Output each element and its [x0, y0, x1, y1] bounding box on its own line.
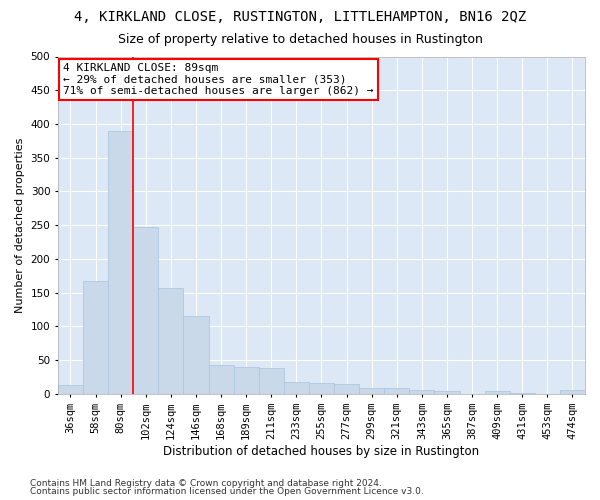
Text: 4, KIRKLAND CLOSE, RUSTINGTON, LITTLEHAMPTON, BN16 2QZ: 4, KIRKLAND CLOSE, RUSTINGTON, LITTLEHAM…	[74, 10, 526, 24]
Bar	[510, 393, 535, 394]
Text: Contains HM Land Registry data © Crown copyright and database right 2024.: Contains HM Land Registry data © Crown c…	[30, 478, 382, 488]
Bar	[133, 226, 158, 394]
Bar	[284, 382, 309, 394]
Y-axis label: Number of detached properties: Number of detached properties	[15, 138, 25, 313]
Bar	[259, 368, 284, 394]
X-axis label: Distribution of detached houses by size in Rustington: Distribution of detached houses by size …	[163, 444, 479, 458]
Text: 4 KIRKLAND CLOSE: 89sqm
← 29% of detached houses are smaller (353)
71% of semi-d: 4 KIRKLAND CLOSE: 89sqm ← 29% of detache…	[63, 63, 374, 96]
Bar	[359, 388, 384, 394]
Bar	[83, 281, 108, 394]
Bar	[560, 390, 585, 394]
Bar	[184, 316, 209, 394]
Bar	[233, 367, 259, 394]
Bar	[309, 383, 334, 394]
Bar	[384, 388, 409, 394]
Bar	[485, 391, 510, 394]
Bar	[209, 366, 233, 394]
Bar	[434, 391, 460, 394]
Bar	[409, 390, 434, 394]
Bar	[334, 384, 359, 394]
Bar	[58, 385, 83, 394]
Text: Size of property relative to detached houses in Rustington: Size of property relative to detached ho…	[118, 32, 482, 46]
Bar	[158, 288, 184, 394]
Bar	[108, 130, 133, 394]
Text: Contains public sector information licensed under the Open Government Licence v3: Contains public sector information licen…	[30, 487, 424, 496]
